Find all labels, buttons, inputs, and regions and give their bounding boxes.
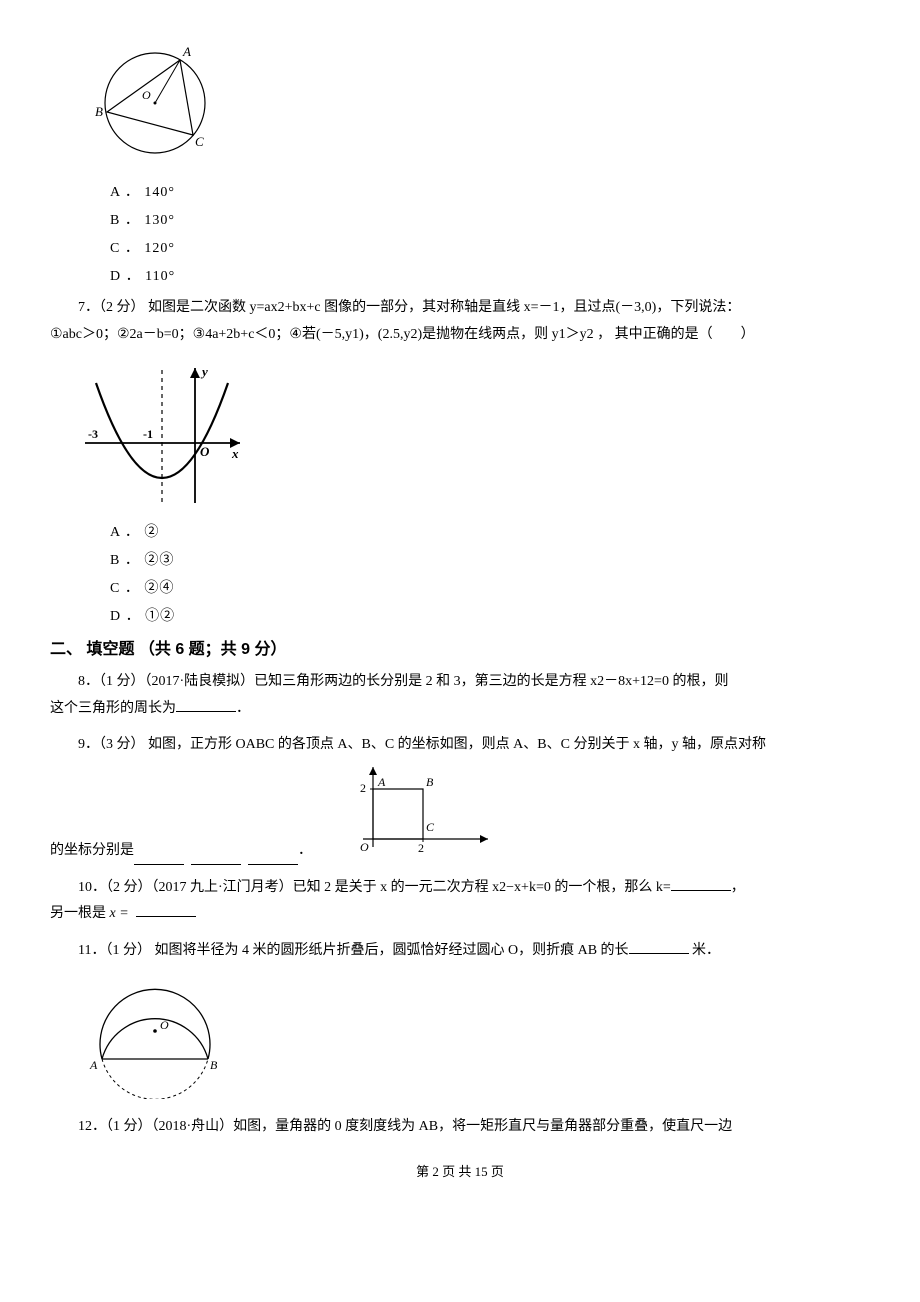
q10-comma: ， <box>731 880 745 895</box>
q11-blank <box>629 939 689 954</box>
q9: 9．（3 分） 如图，正方形 OABC 的各顶点 A、B、C 的坐标如图，则点 … <box>50 732 870 864</box>
q7-option-a-text: ② <box>144 525 159 540</box>
q6-option-c-text: 120° <box>144 241 175 256</box>
q9-period: ． <box>298 838 312 865</box>
q7-line1: 7．（2 分） 如图是二次函数 y=ax2+bx+c 图像的一部分，其对称轴是直… <box>50 295 870 322</box>
q10-xeq: x = <box>110 906 129 921</box>
q7-option-d: D ． ①② <box>110 605 870 625</box>
q7-option-b-text: ②③ <box>144 553 174 568</box>
svg-text:O: O <box>160 1018 169 1032</box>
q6-figure: A B C O <box>80 38 870 173</box>
q9-figure: 2 A B C O 2 <box>318 759 498 865</box>
q11-text: 11．（1 分） 如图将半径为 4 米的圆形纸片折叠后，圆弧恰好经过圆心 O，则… <box>50 938 629 965</box>
svg-text:y: y <box>200 364 208 379</box>
q10-line1: 10．（2 分）（2017 九上·江门月考）已知 2 是关于 x 的一元二次方程… <box>50 875 671 902</box>
q6-option-a-text: 140° <box>144 185 175 200</box>
q6-option-d-text: 110° <box>145 269 175 284</box>
q8-blank <box>176 697 236 712</box>
q10-line2-prefix: 另一根是 <box>50 906 110 921</box>
q10-blank1 <box>671 876 731 891</box>
svg-text:-1: -1 <box>143 427 153 441</box>
svg-text:2: 2 <box>360 781 366 795</box>
q11: 11．（1 分） 如图将半径为 4 米的圆形纸片折叠后，圆弧恰好经过圆心 O，则… <box>50 938 870 965</box>
svg-text:A: A <box>182 44 191 59</box>
page-footer: 第 2 页 共 15 页 <box>50 1161 870 1180</box>
q10: 10．（2 分）（2017 九上·江门月考）已知 2 是关于 x 的一元二次方程… <box>50 875 870 928</box>
svg-text:C: C <box>195 134 204 149</box>
circle-triangle-diagram: A B C O <box>80 38 220 168</box>
svg-text:A: A <box>89 1058 98 1072</box>
q7-option-a: A ． ② <box>110 521 870 541</box>
q8: 8．（1 分）（2017·陆良模拟）已知三角形两边的长分别是 2 和 3，第三边… <box>50 669 870 722</box>
svg-text:-3: -3 <box>88 427 98 441</box>
q12-text: 12．（1 分）（2018·舟山）如图，量角器的 0 度刻度线为 AB，将一矩形… <box>50 1114 870 1141</box>
q7-option-d-text: ①② <box>145 609 175 624</box>
svg-text:A: A <box>377 775 386 789</box>
svg-text:B: B <box>95 104 103 119</box>
q6-option-a: A ． 140° <box>110 181 870 201</box>
svg-text:O: O <box>200 444 210 459</box>
q7-option-c-text: ②④ <box>144 581 174 596</box>
svg-text:B: B <box>426 775 434 789</box>
q8-line1: 8．（1 分）（2017·陆良模拟）已知三角形两边的长分别是 2 和 3，第三边… <box>50 669 728 696</box>
svg-text:2: 2 <box>418 841 424 854</box>
q10-blank2 <box>136 902 196 917</box>
svg-text:B: B <box>210 1058 218 1072</box>
q8-period: ． <box>236 701 250 716</box>
q7-line2: ①abc＞0；②2a－b=0；③4a+2b+c＜0；④若(－5,y1)，(2.5… <box>50 322 870 349</box>
q7-text: 7．（2 分） 如图是二次函数 y=ax2+bx+c 图像的一部分，其对称轴是直… <box>50 295 870 348</box>
q8-line2: 这个三角形的周长为 <box>50 701 176 716</box>
q9-line1: 9．（3 分） 如图，正方形 OABC 的各顶点 A、B、C 的坐标如图，则点 … <box>50 732 870 759</box>
page-container: A B C O A ． 140° B ． 130° C ． 120° D ． 1… <box>0 0 920 1210</box>
q7-figure: -3 -1 O x y <box>80 358 870 513</box>
square-axes-diagram: 2 A B C O 2 <box>318 759 498 854</box>
q9-blank1 <box>134 850 184 865</box>
q9-tail-prefix: 的坐标分别是 <box>50 838 134 865</box>
q7-option-b: B ． ②③ <box>110 549 870 569</box>
q11-unit: 米． <box>689 943 721 958</box>
q6-option-b-text: 130° <box>144 213 175 228</box>
q9-blank3 <box>248 850 298 865</box>
parabola-diagram: -3 -1 O x y <box>80 358 250 508</box>
svg-text:O: O <box>142 88 151 102</box>
fold-circle-diagram: O A B <box>80 974 230 1099</box>
svg-text:C: C <box>426 820 435 834</box>
q9-blank2 <box>191 850 241 865</box>
section2-header: 二、 填空题 （共 6 题；共 9 分） <box>50 635 870 659</box>
q6-option-c: C ． 120° <box>110 237 870 257</box>
q12: 12．（1 分）（2018·舟山）如图，量角器的 0 度刻度线为 AB，将一矩形… <box>50 1114 870 1141</box>
q6-option-b: B ． 130° <box>110 209 870 229</box>
q6-option-d: D ． 110° <box>110 265 870 285</box>
svg-text:x: x <box>231 446 239 461</box>
q11-figure: O A B <box>80 974 870 1104</box>
q7-option-c: C ． ②④ <box>110 577 870 597</box>
svg-text:O: O <box>360 840 369 854</box>
